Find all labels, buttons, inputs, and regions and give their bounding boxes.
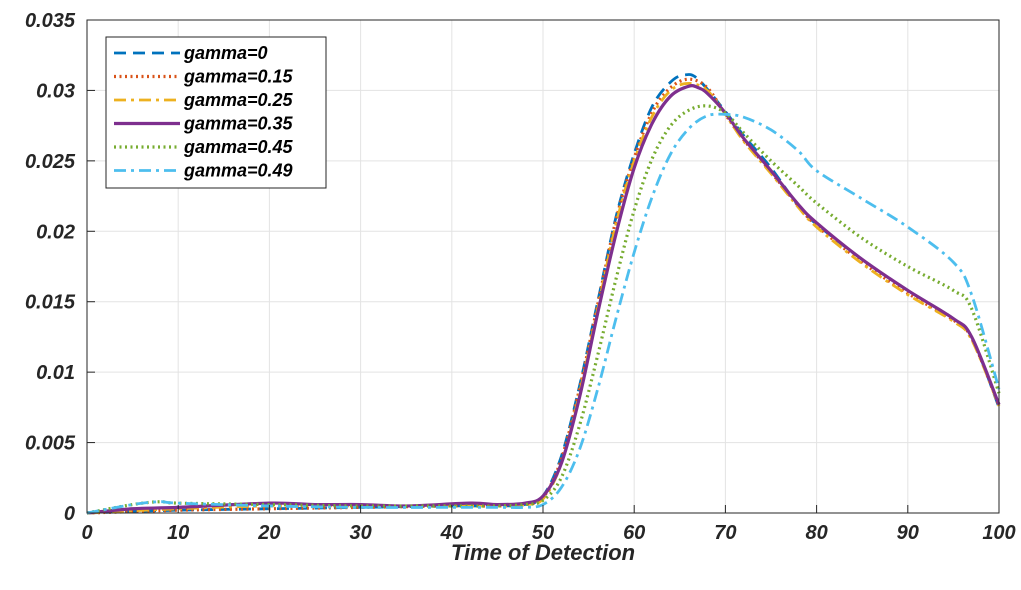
y-tick-label: 0.025 bbox=[25, 151, 76, 173]
x-axis-label: Time of Detection bbox=[451, 540, 635, 565]
x-tick-label: 0 bbox=[81, 522, 92, 544]
x-tick-label: 90 bbox=[897, 522, 919, 544]
x-tick-label: 100 bbox=[982, 522, 1015, 544]
x-tick-label: 70 bbox=[714, 522, 736, 544]
legend-label-5: gamma=0.49 bbox=[183, 161, 293, 181]
x-tick-label: 50 bbox=[532, 522, 554, 544]
legend-label-0: gamma=0 bbox=[183, 43, 268, 63]
y-tick-label: 0.015 bbox=[25, 292, 76, 314]
x-axis-ticks: 0 10 20 30 40 50 60 70 80 90 100 bbox=[81, 505, 1016, 544]
x-tick-label: 80 bbox=[805, 522, 827, 544]
y-tick-label: 0.035 bbox=[25, 10, 76, 32]
y-tick-label: 0.03 bbox=[36, 80, 75, 102]
legend-label-4: gamma=0.45 bbox=[183, 137, 294, 157]
x-tick-label: 40 bbox=[440, 522, 463, 544]
legend-label-1: gamma=0.15 bbox=[183, 67, 294, 87]
legend: gamma=0 gamma=0.15 gamma=0.25 gamma=0.35 gam… bbox=[105, 36, 327, 189]
legend-label-2: gamma=0.25 bbox=[183, 90, 294, 110]
x-tick-label: 60 bbox=[623, 522, 645, 544]
y-tick-label: 0 bbox=[64, 503, 75, 525]
y-tick-label: 0.02 bbox=[36, 221, 75, 243]
legend-box bbox=[105, 36, 327, 189]
y-axis-ticks: 0 0.005 0.01 0.015 0.02 0.025 0.03 0.035 bbox=[25, 10, 95, 525]
series-lines bbox=[86, 73, 1001, 515]
series-line-3 bbox=[86, 84, 1001, 515]
legend-label-3: gamma=0.35 bbox=[183, 114, 294, 134]
x-tick-label: 20 bbox=[257, 522, 280, 544]
x-tick-label: 30 bbox=[349, 522, 371, 544]
x-tick-label: 10 bbox=[167, 522, 189, 544]
y-tick-label: 0.01 bbox=[36, 362, 75, 384]
y-tick-label: 0.005 bbox=[25, 433, 76, 455]
series-line-2 bbox=[86, 81, 1001, 515]
series-line-5 bbox=[86, 112, 1001, 515]
